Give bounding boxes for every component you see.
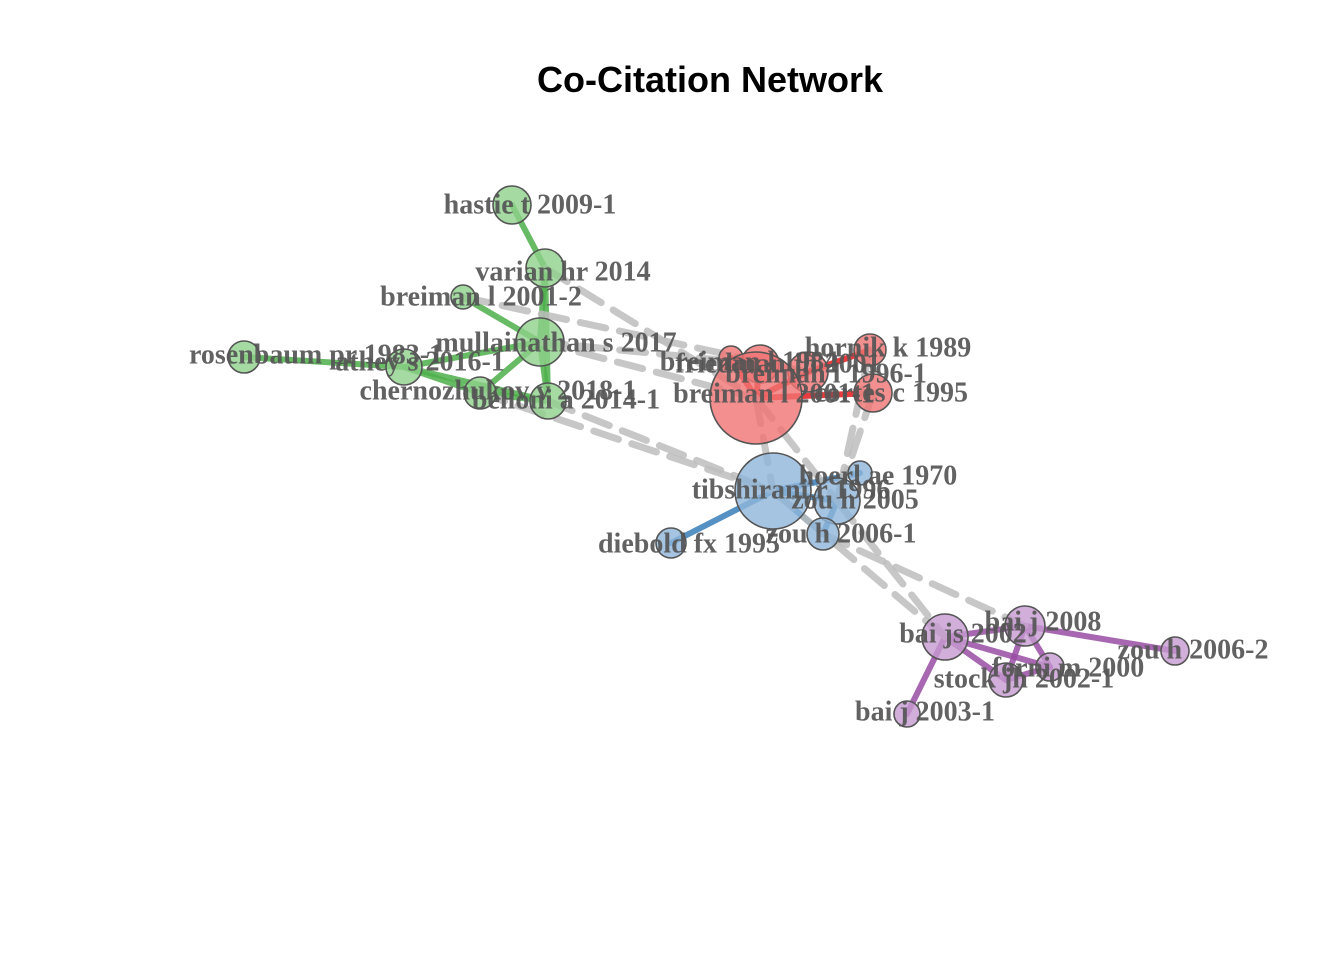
node-label-baijs: bai js 2002 xyxy=(899,618,1027,649)
node-diebold[interactable] xyxy=(655,527,687,559)
node-label-zou2006b: zou h 2006-2 xyxy=(1118,634,1269,665)
node-chernozhukov[interactable] xyxy=(463,376,497,410)
node-label-breiman1996: breiman l 1996-1 xyxy=(725,358,927,389)
edge-rosenbaum-athey xyxy=(241,354,407,370)
node-label-diebold: diebold fx 1995 xyxy=(598,528,780,559)
edge-belloni-tibshirani xyxy=(544,397,777,495)
node-label-breiman2: breiman l 2001-2 xyxy=(380,281,582,312)
node-label-bai2008: bai j 2008 xyxy=(985,606,1102,637)
node-label-tibshirani: tibshirani r 1996 xyxy=(692,474,891,505)
node-mullainathan[interactable] xyxy=(515,317,565,367)
node-cortes[interactable] xyxy=(853,373,893,413)
node-hornik[interactable] xyxy=(853,333,887,367)
node-label-zou2006: zou h 2006-1 xyxy=(766,518,917,549)
node-label-athey: athey s 2016-1 xyxy=(335,346,505,377)
edge-zou2005-baijs xyxy=(833,497,949,641)
node-label-hornik: hornik k 1989 xyxy=(805,332,972,363)
node-label-chernozhukov: chernozhukov v 2018-1 xyxy=(360,375,637,406)
node-breiman2[interactable] xyxy=(450,284,476,310)
node-breiman2001[interactable] xyxy=(709,351,803,445)
edge-chernozhukov-tibshirani xyxy=(476,389,777,495)
node-baijs[interactable] xyxy=(921,613,969,661)
node-varian[interactable] xyxy=(525,248,565,288)
node-label-forni: forni m 2000 xyxy=(992,652,1144,683)
node-hoerl[interactable] xyxy=(847,460,873,486)
node-label-zou2005: zou h 2005 xyxy=(791,484,919,515)
node-rosenbaum[interactable] xyxy=(227,340,261,374)
node-zou2005[interactable] xyxy=(813,477,861,525)
node-label-breiman1984: breiman l 1984 xyxy=(660,346,838,377)
node-label-friedman: friedman jh 2001 xyxy=(675,348,880,379)
node-zou2006[interactable] xyxy=(806,517,840,551)
node-forni[interactable] xyxy=(1035,652,1065,682)
node-label-stock: stock jh 2002-1 xyxy=(934,663,1114,694)
node-label-bai2003: bai j 2003-1 xyxy=(855,696,995,727)
node-zou2006b[interactable] xyxy=(1160,636,1190,666)
node-athey[interactable] xyxy=(385,348,423,386)
node-stock[interactable] xyxy=(988,662,1024,698)
node-label-rosenbaum: rosenbaum pr 1983-1 xyxy=(189,339,443,370)
node-label-hastie: hastie t 2009-1 xyxy=(444,189,617,220)
node-hastie[interactable] xyxy=(492,185,532,225)
node-label-belloni: belloni a 2014-1 xyxy=(472,384,660,415)
node-layer xyxy=(227,185,1190,728)
node-label-cortes: cortes c 1995 xyxy=(814,377,968,408)
chart-title: Co-Citation Network xyxy=(537,59,884,100)
node-tibshirani[interactable] xyxy=(734,452,812,530)
node-label-hoerl: hoerl ae 1970 xyxy=(799,460,958,491)
edge-zou2006-bai2008 xyxy=(819,530,1029,630)
edge-bai2008-zou2006b xyxy=(1022,623,1178,654)
node-label-breiman2001: breiman l 2001-1 xyxy=(673,378,875,409)
node-bai2003[interactable] xyxy=(893,700,921,728)
node-label-mullainathan: mullainathan s 2017 xyxy=(435,327,676,358)
node-bai2008[interactable] xyxy=(1004,605,1046,647)
node-belloni[interactable] xyxy=(529,382,567,420)
node-label-varian: varian hr 2014 xyxy=(475,256,650,287)
